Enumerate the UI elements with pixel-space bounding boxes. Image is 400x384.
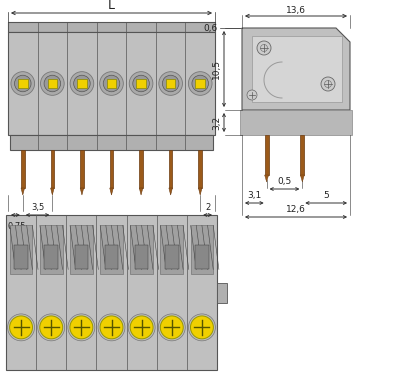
Bar [135,245,148,270]
Text: 0,6: 0,6 [204,23,218,33]
Text: 0,75: 0,75 [7,222,26,231]
Bar [139,150,143,188]
Bar [74,245,88,270]
Polygon shape [110,188,113,195]
Circle shape [70,72,94,95]
Text: L: L [108,0,115,12]
Circle shape [158,314,185,341]
Circle shape [100,72,123,95]
Bar [14,245,28,270]
Bar [130,225,153,274]
Bar [48,79,57,88]
Text: 10,5: 10,5 [212,59,221,79]
Circle shape [44,75,61,92]
Circle shape [98,314,125,341]
Bar [252,36,342,102]
Circle shape [68,314,95,341]
Bar [6,215,217,370]
Circle shape [133,75,149,92]
Circle shape [70,316,93,339]
Text: 2: 2 [205,203,210,212]
Circle shape [190,316,213,339]
Circle shape [128,314,155,341]
Bar [10,135,213,150]
Circle shape [103,75,120,92]
Bar [105,245,118,270]
Text: 5: 5 [323,191,329,200]
Bar [8,32,215,135]
Circle shape [192,75,208,92]
Polygon shape [265,175,269,182]
Polygon shape [242,28,350,110]
Polygon shape [300,175,304,182]
Bar [169,150,172,188]
Polygon shape [169,188,172,195]
Bar [70,225,93,274]
Circle shape [257,41,271,55]
Bar [44,245,58,270]
Bar [191,225,213,274]
Circle shape [188,72,212,95]
Text: 12,6: 12,6 [286,205,306,214]
Bar [217,283,227,303]
Text: 3,2: 3,2 [212,116,221,129]
Circle shape [74,75,90,92]
Bar [80,150,84,188]
Circle shape [40,316,63,339]
Bar [51,150,54,188]
Bar [10,225,32,274]
Polygon shape [21,188,24,195]
Bar [240,110,352,135]
Bar [40,225,62,274]
Bar [8,22,215,32]
Circle shape [159,72,182,95]
Polygon shape [51,188,54,195]
Circle shape [160,316,183,339]
Circle shape [10,316,32,339]
Circle shape [129,72,153,95]
Text: 3,5: 3,5 [31,203,44,212]
Circle shape [38,314,65,341]
Circle shape [100,316,123,339]
Text: 13,6: 13,6 [286,6,306,15]
Bar [165,245,178,270]
Text: 3,1: 3,1 [247,191,262,200]
Bar [300,135,304,175]
Bar [265,135,269,175]
Bar [195,245,209,270]
Text: 0,5: 0,5 [277,177,292,186]
Bar [77,79,87,88]
Bar [107,79,116,88]
Bar [110,150,113,188]
Circle shape [247,90,257,100]
Bar [196,79,205,88]
Circle shape [321,77,335,91]
Circle shape [162,75,179,92]
Circle shape [11,72,35,95]
Circle shape [14,75,31,92]
Polygon shape [139,188,143,195]
Polygon shape [80,188,84,195]
Polygon shape [198,188,202,195]
Bar [18,79,28,88]
Bar [21,150,24,188]
Bar [160,225,183,274]
Bar [198,150,202,188]
Bar [166,79,175,88]
Circle shape [40,72,64,95]
Circle shape [188,314,215,341]
Circle shape [130,316,153,339]
Bar [136,79,146,88]
Bar [100,225,123,274]
Circle shape [8,314,34,341]
